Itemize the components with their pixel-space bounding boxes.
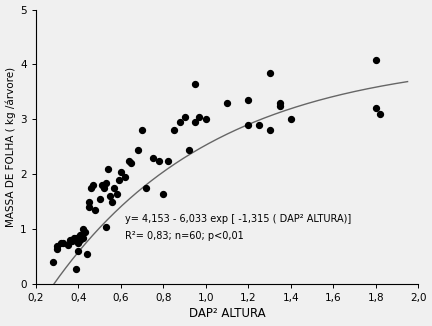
Point [64,242,71,247]
Point [245,97,252,103]
Point [60,241,67,246]
Point [79,235,86,240]
Point [107,194,114,199]
Point [118,169,124,174]
X-axis label: DAP² ALTURA: DAP² ALTURA [189,307,265,320]
Point [100,185,107,191]
Text: R²= 0,83; n=60; p<0,01: R²= 0,83; n=60; p<0,01 [125,231,244,241]
Point [160,191,167,196]
Point [266,70,273,75]
Point [143,185,150,191]
Point [196,114,203,119]
Point [372,57,379,63]
Point [156,158,162,163]
Point [69,239,76,244]
Point [102,180,109,185]
Point [255,122,262,127]
Point [276,103,283,108]
Point [86,205,92,210]
Point [67,238,73,243]
Point [90,183,97,188]
Point [79,227,86,232]
Point [88,185,95,191]
Point [115,177,122,183]
Point [77,238,84,243]
Point [54,246,60,251]
Point [266,128,273,133]
Text: y= 4,153 - 6,033 exp [ -1,315 ( DAP² ALTURA)]: y= 4,153 - 6,033 exp [ -1,315 ( DAP² ALT… [125,214,351,224]
Point [77,232,84,237]
Point [109,199,116,204]
Point [92,207,99,213]
Point [54,243,60,248]
Point [126,158,133,163]
Point [113,191,120,196]
Point [75,249,82,254]
Point [73,266,79,272]
Point [86,199,92,204]
Point [287,117,294,122]
Point [96,197,103,202]
Point [71,235,78,240]
Point [75,241,82,246]
Point [171,128,178,133]
Point [202,117,209,122]
Point [122,174,129,180]
Point [139,128,146,133]
Point [377,111,384,117]
Point [83,251,90,257]
Point [372,106,379,111]
Point [105,166,111,171]
Point [128,161,135,166]
Point [102,224,109,229]
Point [192,81,199,86]
Point [164,158,171,163]
Point [111,185,118,191]
Point [245,122,252,127]
Point [73,235,79,240]
Point [181,114,188,119]
Point [71,238,78,243]
Point [224,100,231,106]
Point [81,230,88,235]
Point [58,241,65,246]
Point [149,155,156,160]
Point [276,100,283,106]
Point [192,120,199,125]
Point [98,183,105,188]
Point [185,147,192,152]
Point [134,147,141,152]
Y-axis label: MASSA DE FOLHA ( kg /árvore): MASSA DE FOLHA ( kg /árvore) [6,67,16,227]
Point [177,120,184,125]
Point [49,260,56,265]
